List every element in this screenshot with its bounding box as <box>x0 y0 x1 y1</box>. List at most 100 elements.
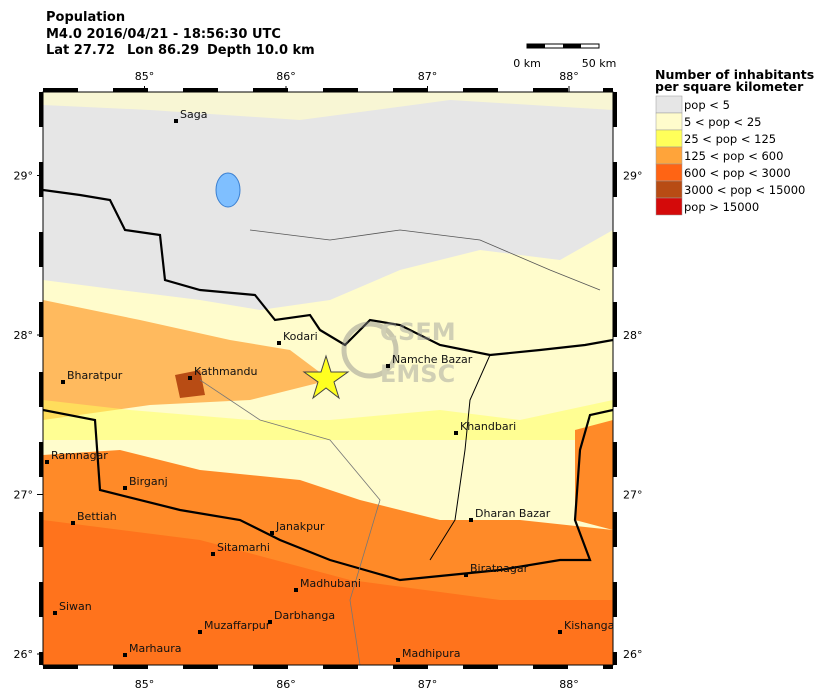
city-dot <box>277 341 281 345</box>
city-label: Muzaffarpur <box>204 619 271 632</box>
city-dot <box>71 521 75 525</box>
city-dot <box>45 460 49 464</box>
legend-swatch <box>655 146 683 165</box>
title: Population <box>46 10 125 25</box>
pop-zone <box>175 370 205 398</box>
legend-label: pop > 15000 <box>684 200 759 214</box>
legend-swatch <box>655 95 683 114</box>
pop-zone <box>43 300 330 420</box>
legend-swatch <box>655 197 683 216</box>
city-label: Kodari <box>283 330 318 343</box>
lon-tick-label: 85° <box>135 678 155 691</box>
city-label: Dharan Bazar <box>475 507 551 520</box>
lat-tick-label: 27° <box>14 489 34 502</box>
city-dot <box>61 380 65 384</box>
city-dot <box>454 431 458 435</box>
city-dot <box>268 620 272 624</box>
scale-bar: 0 km 50 km <box>513 43 617 70</box>
city-label: Kathmandu <box>194 365 257 378</box>
legend-title: per square kilometer <box>655 79 804 94</box>
lat-tick-label: 27° <box>623 489 643 502</box>
city-dot <box>396 658 400 662</box>
lat: Lat 27.72 <box>46 43 115 58</box>
city-label: Namche Bazar <box>392 353 473 366</box>
city-dot <box>123 653 127 657</box>
city-dot <box>270 531 274 535</box>
lon-tick-label: 86° <box>276 678 296 691</box>
legend-swatch <box>655 180 683 199</box>
city-label: Darbhanga <box>274 609 335 622</box>
city-dot <box>188 376 192 380</box>
lake <box>215 172 241 208</box>
watermark: CSEM EMSC <box>341 318 456 388</box>
watermark-top: CSEM <box>380 318 456 346</box>
pop-zone <box>43 400 613 440</box>
lon-tick-label: 87° <box>418 70 438 83</box>
city-label: Janakpur <box>275 520 325 533</box>
city-label: Sitamarhi <box>217 541 270 554</box>
city-label: Ramnagar <box>51 449 108 462</box>
cities: Saga Kodari Namche Bazar Bharatpur Kathmandu… <box>45 108 624 662</box>
city-dot <box>123 486 127 490</box>
legend-title: Number of inhabitants <box>655 67 814 82</box>
lon-tick-label: 85° <box>135 70 155 83</box>
legend-swatch <box>655 112 683 131</box>
city-label: Birganj <box>129 475 168 488</box>
lat-tick-label: 26° <box>623 648 643 661</box>
legend-label: 25 < pop < 125 <box>684 132 776 146</box>
legend-swatch <box>655 163 683 182</box>
watermark-bottom: EMSC <box>380 360 455 388</box>
city-label: Marhaura <box>129 642 182 655</box>
city-dot <box>294 588 298 592</box>
city-label: Bettiah <box>77 510 117 523</box>
pop-zone <box>575 420 613 530</box>
city-label: Saga <box>180 108 207 121</box>
scale-start: 0 km <box>513 57 541 70</box>
ticks: 85° 85° 86° 86° 87° 87° 88° 88° 29° 29° 28° 28° 27° 2… <box>14 70 643 691</box>
lon-tick-label: 88° <box>559 678 579 691</box>
city-dot <box>53 611 57 615</box>
lon-tick-label: 86° <box>276 70 296 83</box>
pop-zone <box>43 92 613 120</box>
district-line <box>199 379 381 665</box>
pop-zone <box>43 520 613 665</box>
legend-swatch <box>655 129 683 148</box>
scale-end: 50 km <box>582 57 617 70</box>
frame-ticks <box>39 88 617 669</box>
city-dot <box>198 630 202 634</box>
city-label: Madhubani <box>300 577 361 590</box>
legend-label: 125 < pop < 600 <box>684 149 783 163</box>
map-area: CSEM EMSC Saga Kodari Namche Bazar Bharatpu… <box>43 92 624 665</box>
epicenter-star <box>302 354 350 400</box>
legend-label: 3000 < pop < 15000 <box>684 183 805 197</box>
city-label: Bharatpur <box>67 369 123 382</box>
lon-tick-label: 88° <box>559 70 579 83</box>
city-label: Madhipura <box>402 647 460 660</box>
lon-tick-label: 87° <box>418 678 438 691</box>
lat-tick-label: 28° <box>14 329 34 342</box>
event-line: M4.0 2016/04/21 - 18:56:30 UTC <box>46 27 281 42</box>
district-line <box>429 354 491 561</box>
lon: Lon 86.29 <box>127 43 199 58</box>
city-label: Khandbari <box>460 420 516 433</box>
city-dot <box>469 518 473 522</box>
city-dot <box>174 119 178 123</box>
border <box>43 408 613 582</box>
city-dot <box>386 364 390 368</box>
lat-tick-label: 28° <box>623 329 643 342</box>
lat-tick-label: 26° <box>14 648 34 661</box>
city-dot <box>211 552 215 556</box>
city-dot <box>558 630 562 634</box>
lat-tick-label: 29° <box>14 170 34 183</box>
legend-label: 5 < pop < 25 <box>684 115 761 129</box>
city-label: Siwan <box>59 600 92 613</box>
lat-tick-label: 29° <box>623 170 643 183</box>
city-label: Biratnagar <box>470 562 529 575</box>
legend-label: pop < 5 <box>684 98 730 112</box>
city-label: Kishanganj <box>564 619 624 632</box>
legend: Number of inhabitants per square kilomet… <box>655 67 814 216</box>
district-line <box>249 229 601 291</box>
legend-label: 600 < pop < 3000 <box>684 166 791 180</box>
